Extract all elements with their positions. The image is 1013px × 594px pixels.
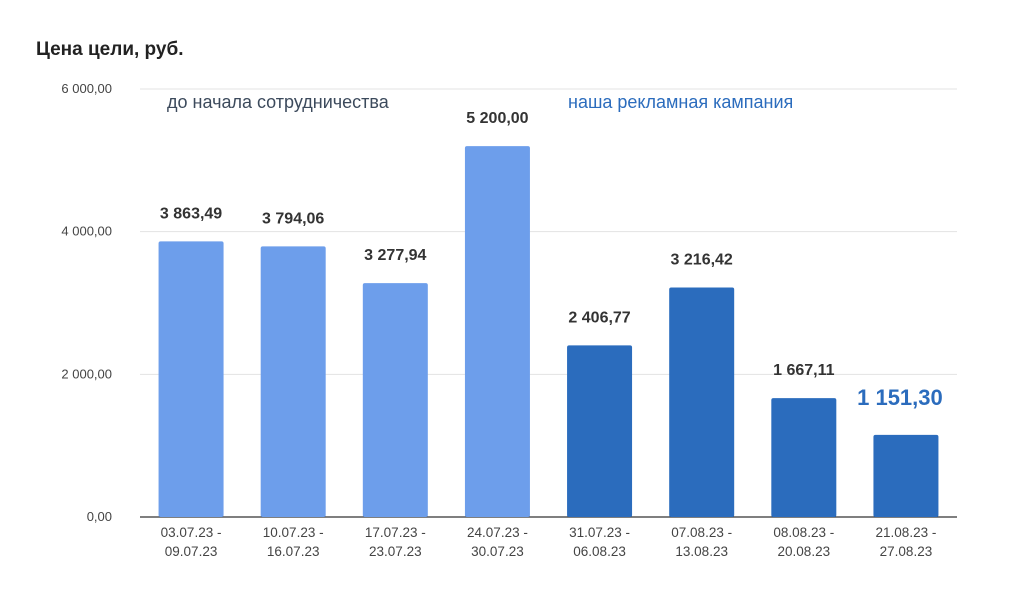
x-tick-label: 03.07.23 - [161, 525, 222, 540]
x-tick-label: 08.08.23 - [773, 525, 834, 540]
x-tick-label: 30.07.23 [471, 544, 524, 559]
bar [771, 398, 837, 517]
x-axis: 03.07.23 - 09.07.23 10.07.23 - 16.07.23 17.0… [161, 525, 937, 559]
data-label: 3 794,06 [262, 210, 324, 227]
x-tick-label: 24.07.23 - [467, 525, 528, 540]
y-tick-label: 2 000,00 [61, 366, 112, 381]
x-tick-label: 06.08.23 [573, 544, 626, 559]
x-tick-label: 20.08.23 [778, 544, 831, 559]
y-tick-label: 0,00 [87, 509, 112, 524]
x-tick-label: 23.07.23 [369, 544, 422, 559]
bar [873, 434, 939, 517]
x-tick-label: 16.07.23 [267, 544, 320, 559]
x-tick-label: 21.08.23 - [876, 525, 937, 540]
x-tick-label: 27.08.23 [880, 544, 933, 559]
data-label: 3 216,42 [671, 252, 733, 269]
y-tick-label: 4 000,00 [61, 224, 112, 239]
x-tick-label: 31.07.23 - [569, 525, 630, 540]
segment-label: наша рекламная кампания [568, 92, 793, 112]
bars [158, 146, 939, 518]
x-tick-label: 09.07.23 [165, 544, 218, 559]
data-label: 3 277,94 [364, 247, 426, 264]
data-label: 3 863,49 [160, 205, 222, 222]
bar [567, 345, 633, 517]
data-label: 1 667,11 [773, 362, 835, 379]
bar [158, 241, 224, 518]
x-tick-label: 10.07.23 - [263, 525, 324, 540]
data-label: 1 151,30 [857, 385, 943, 410]
bar [260, 246, 326, 517]
bar [362, 283, 428, 517]
data-label: 2 406,77 [568, 309, 630, 326]
x-tick-label: 07.08.23 - [671, 525, 732, 540]
bar [669, 287, 735, 517]
bar [464, 146, 530, 518]
x-tick-label: 13.08.23 [675, 544, 728, 559]
x-tick-label: 17.07.23 - [365, 525, 426, 540]
data-labels: 3 863,49 3 794,06 3 277,94 5 200,00 2 406,77… [160, 110, 943, 410]
chart-title: Цена цели, руб. [36, 39, 184, 60]
data-label: 5 200,00 [466, 110, 528, 127]
segment-annotations: до начала сотрудничества наша рекламная к… [167, 92, 793, 112]
y-tick-label: 6 000,00 [61, 81, 112, 96]
segment-label: до начала сотрудничества [167, 92, 390, 112]
